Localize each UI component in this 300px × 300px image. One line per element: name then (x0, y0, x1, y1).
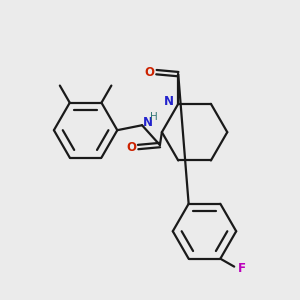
Text: F: F (238, 262, 246, 275)
Text: N: N (164, 95, 174, 108)
Text: O: O (145, 66, 154, 79)
Text: O: O (126, 140, 136, 154)
Text: N: N (143, 116, 153, 129)
Text: H: H (150, 112, 158, 122)
